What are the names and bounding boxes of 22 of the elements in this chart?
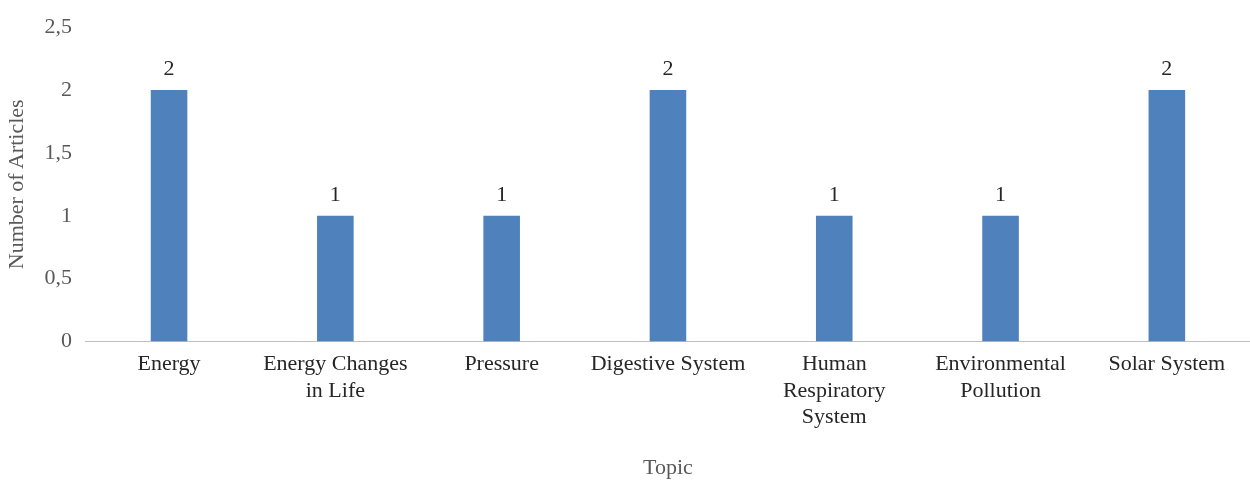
- data-label: 1: [329, 180, 341, 206]
- y-tick-label: 1,5: [44, 138, 72, 164]
- data-label: 1: [828, 180, 840, 206]
- y-tick-label: 0,5: [44, 264, 72, 290]
- data-label: 1: [995, 180, 1007, 206]
- y-tick-label: 0: [60, 327, 72, 353]
- y-tick-label: 2,5: [44, 12, 72, 38]
- data-label: 2: [163, 54, 175, 80]
- data-label: 1: [496, 180, 508, 206]
- x-tick-label: Human Respiratory System: [782, 350, 886, 429]
- y-axis-title: Number of Articles: [2, 99, 28, 270]
- x-tick-label: Pressure: [464, 350, 539, 376]
- x-tick-label: Energy: [137, 350, 201, 376]
- x-tick-label: Solar System: [1108, 350, 1226, 376]
- data-label: 2: [662, 54, 674, 80]
- x-axis-title: Topic: [643, 453, 694, 479]
- x-tick-label: Digestive System: [590, 350, 746, 376]
- data-label: 2: [1161, 54, 1173, 80]
- x-tick-label: Environmental Pollution: [935, 350, 1066, 402]
- y-tick-label: 1: [60, 201, 72, 227]
- y-tick-label: 2: [60, 75, 72, 101]
- x-tick-label: Energy Changes in Life: [263, 350, 408, 402]
